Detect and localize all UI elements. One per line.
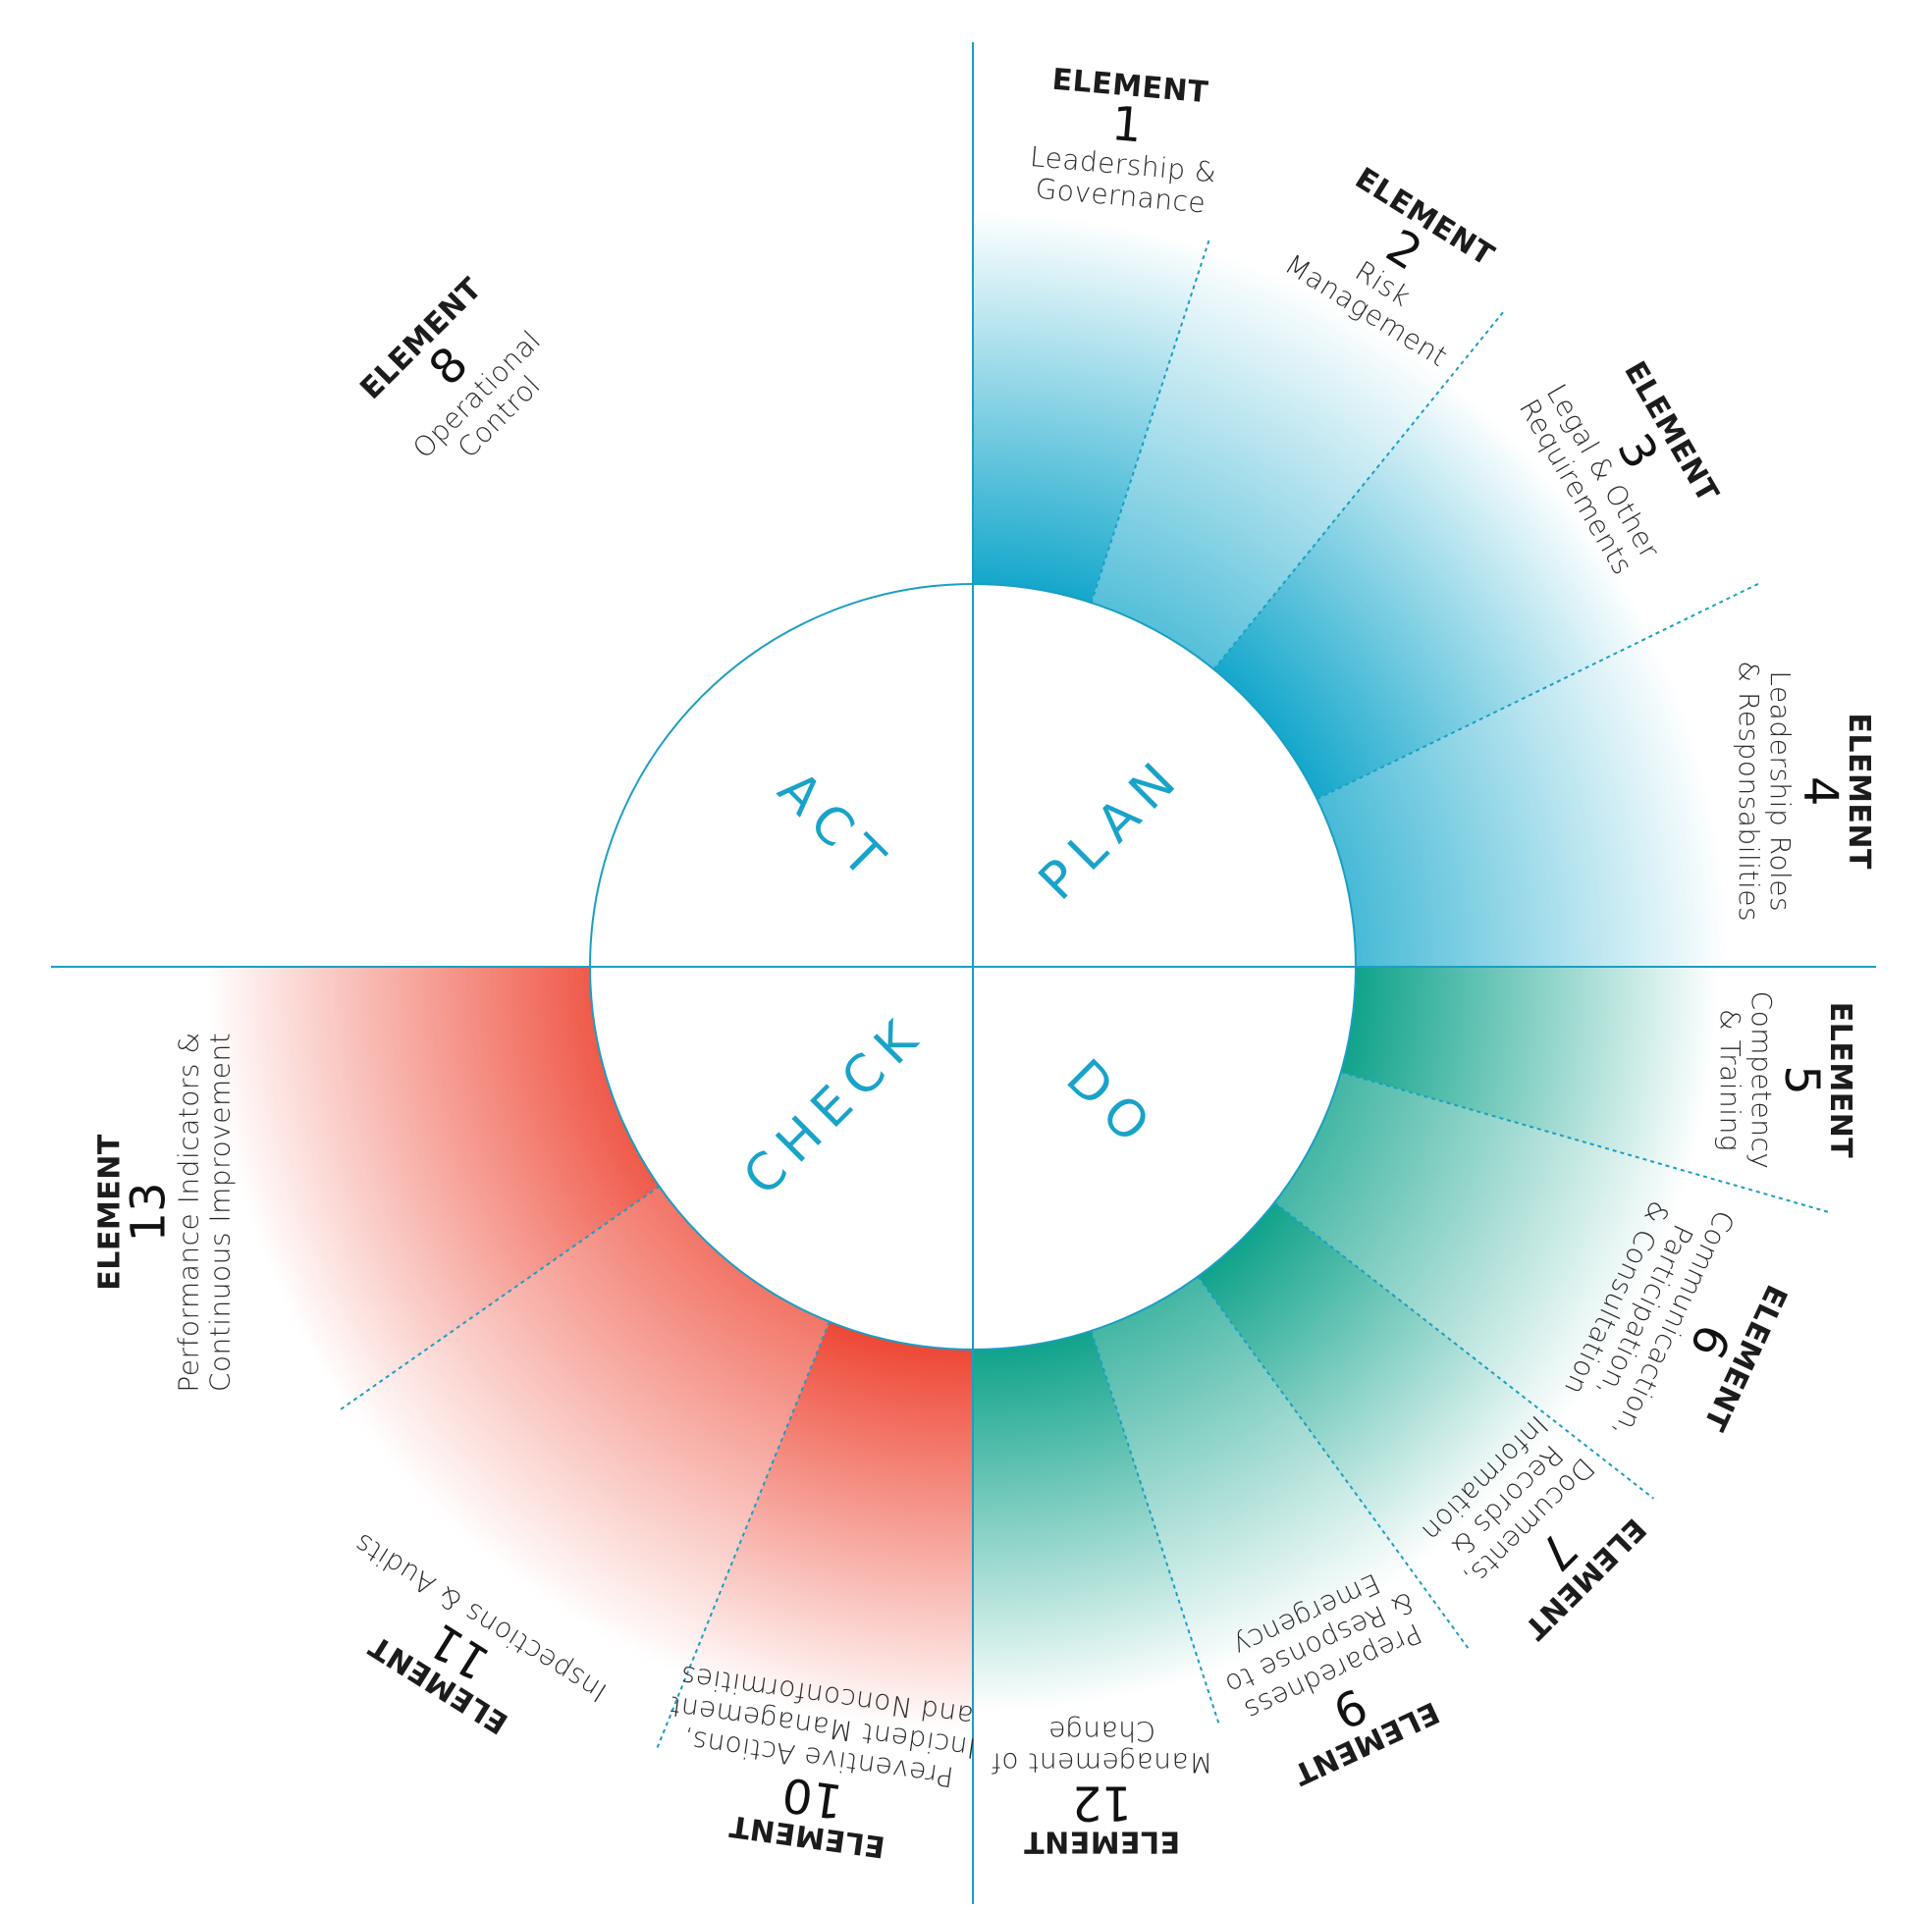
sector-divider-line <box>1090 238 1210 604</box>
sector-element-4 <box>1316 626 1748 967</box>
element-title-line: Leadership Roles <box>1764 670 1797 912</box>
element-keyword: ELEMENT <box>1823 1002 1857 1159</box>
element-title-line: Continuous Improvement <box>203 1033 236 1392</box>
sector-element-2 <box>1091 229 1462 669</box>
sector-shade-element-11 <box>337 1186 830 1686</box>
element-keyword: ELEMENT <box>92 1134 127 1291</box>
sector-element-5 <box>1340 967 1729 1176</box>
sector-divider-line <box>1273 1201 1655 1500</box>
sector-divider-line <box>1340 1071 1833 1214</box>
sector-element-13 <box>197 967 660 1412</box>
element-number: 12 <box>1072 1776 1132 1830</box>
sector-divider-line <box>1316 582 1759 800</box>
element-number: 13 <box>121 1182 176 1242</box>
sector-element-1 <box>973 191 1213 604</box>
element-title-line: & Training <box>1714 1009 1746 1151</box>
element-title-line: Change <box>1048 1716 1155 1748</box>
element-title-line: Performance Indicators & <box>172 1032 204 1392</box>
element-number: 10 <box>779 1766 846 1829</box>
element-keyword: ELEMENT <box>1617 355 1725 508</box>
element-keyword: ELEMENT <box>1024 1825 1181 1859</box>
sector-layer <box>197 191 1748 1742</box>
sector-divider-line <box>1197 1275 1471 1651</box>
sector-shade-element-13 <box>197 967 660 1412</box>
element-title-line: Competency <box>1745 991 1778 1170</box>
element-title-line: & Responsabilities <box>1733 661 1765 922</box>
sector-element-3 <box>1213 364 1671 800</box>
sector-shade-element-4 <box>1316 626 1748 967</box>
element-keyword: ELEMENT <box>1842 713 1876 870</box>
sector-divider-line <box>655 1321 831 1750</box>
sector-shade-element-9 <box>1091 1276 1418 1686</box>
element-keyword: ELEMENT <box>1349 161 1500 273</box>
divider-layer <box>337 238 1833 1750</box>
sector-element-6 <box>1274 1072 1700 1433</box>
sector-element-7 <box>1198 1202 1569 1578</box>
sector-divider-line <box>1212 310 1505 670</box>
sector-shade-element-2 <box>1091 229 1462 669</box>
sector-divider-line <box>1090 1330 1220 1724</box>
sector-element-10 <box>682 1321 973 1742</box>
sector-element-9 <box>1091 1276 1418 1686</box>
element-number: 4 <box>1793 776 1848 807</box>
element-number: 1 <box>1109 96 1144 153</box>
element-title-line: Management of <box>991 1747 1212 1779</box>
sector-shade-element-6 <box>1274 1072 1700 1433</box>
element-number: 5 <box>1774 1065 1829 1095</box>
sector-element-11 <box>337 1186 830 1686</box>
sector-divider-line <box>337 1185 661 1412</box>
sector-element-12 <box>973 1330 1207 1723</box>
